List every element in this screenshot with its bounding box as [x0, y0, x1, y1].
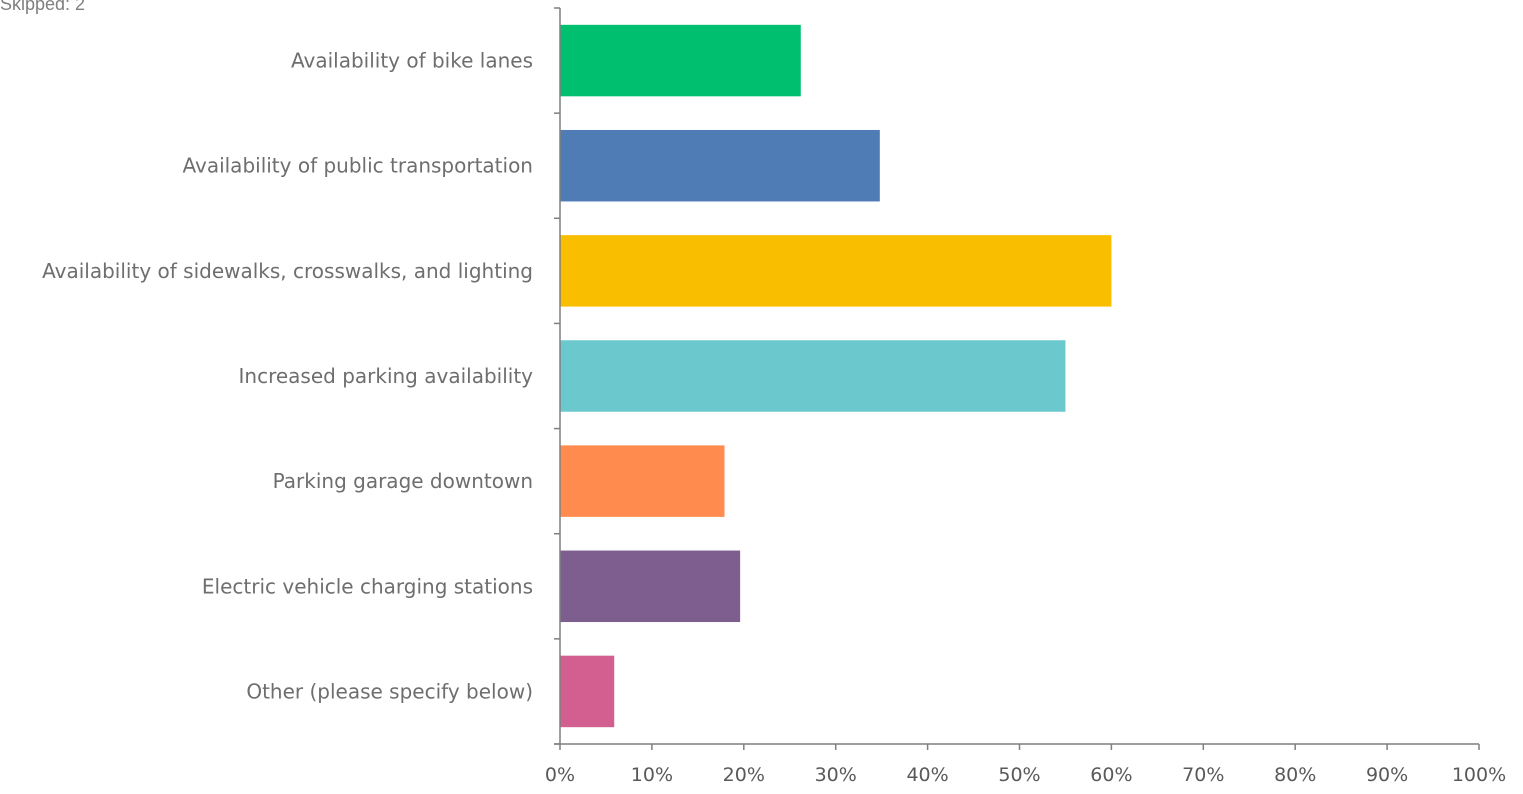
bar-4 — [560, 445, 725, 517]
x-tick-label-9: 90% — [1366, 764, 1408, 786]
bar-3 — [560, 340, 1066, 412]
category-label-2: Availability of sidewalks, crosswalks, a… — [42, 259, 533, 283]
x-tick-labels: 0% 10% 20% 30% 40% 50% 60% 70% 80% 90% 100% — [545, 764, 1506, 786]
bar-5 — [560, 550, 741, 623]
x-tick-label-2: 20% — [723, 764, 765, 786]
category-label-1: Availability of public transportation — [182, 154, 533, 178]
category-labels: Availability of bike lanes Availability o… — [42, 49, 533, 704]
axes — [554, 7, 1480, 750]
bar-0 — [560, 24, 801, 97]
category-label-0: Availability of bike lanes — [291, 49, 533, 73]
x-tick-label-5: 50% — [998, 764, 1040, 786]
x-tick-label-0: 0% — [545, 764, 575, 786]
bar-6 — [560, 655, 615, 728]
x-tick-label-7: 70% — [1182, 764, 1224, 786]
x-tick-label-8: 80% — [1274, 764, 1316, 786]
category-label-6: Other (please specify below) — [246, 679, 533, 703]
x-tick-label-10: 100% — [1452, 764, 1506, 786]
bar-1 — [560, 129, 880, 202]
x-tick-label-3: 30% — [815, 764, 857, 786]
x-tick-label-4: 40% — [906, 764, 948, 786]
bars-group — [560, 24, 1112, 728]
skipped-count-text: Skipped: 2 — [0, 0, 86, 14]
category-label-5: Electric vehicle charging stations — [202, 574, 533, 598]
category-label-3: Increased parking availability — [239, 364, 534, 388]
x-tick-label-1: 10% — [631, 764, 673, 786]
x-tick-label-6: 60% — [1090, 764, 1132, 786]
category-label-4: Parking garage downtown — [273, 469, 533, 493]
bar-2 — [560, 235, 1112, 307]
